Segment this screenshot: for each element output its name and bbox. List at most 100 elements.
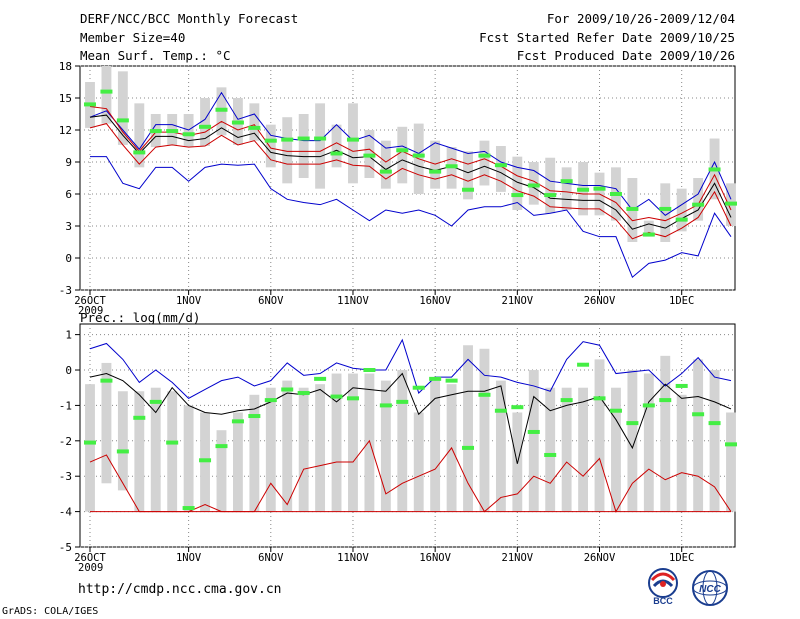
- ensemble-bar: [627, 370, 638, 512]
- ensemble-bar: [463, 151, 473, 200]
- x-tick-label: 16NOV: [419, 295, 451, 307]
- x-tick-label: 6NOV: [258, 295, 284, 307]
- ensemble-bar: [348, 103, 358, 184]
- ensemble-bar: [676, 394, 687, 512]
- observed-marker: [626, 206, 639, 211]
- x-tick-label: 26NOV: [584, 295, 616, 307]
- observed-marker: [314, 136, 327, 141]
- max-line: [89, 338, 732, 399]
- observed-marker: [478, 392, 491, 397]
- ensemble-bar: [545, 387, 556, 512]
- observed-marker: [494, 163, 507, 168]
- ensemble-bar: [364, 373, 375, 512]
- y-tick-label: 18: [59, 60, 72, 73]
- ensemble-bar: [380, 380, 391, 512]
- y-tick-label: 6: [65, 188, 72, 201]
- mean-line: [89, 114, 732, 230]
- y-tick-label: 1: [65, 329, 72, 342]
- observed-marker: [149, 399, 162, 404]
- ensemble-bar: [660, 183, 671, 242]
- observed-marker: [511, 193, 524, 198]
- variable-label: Mean Surf. Temp.: °C: [80, 48, 231, 63]
- y-tick-label: -5: [59, 541, 72, 554]
- ensemble-bar: [298, 114, 309, 178]
- observed-marker: [544, 193, 557, 198]
- precipitation-panel: -5 -4 -3 -2 -1 0 1 26OCT 1NOV 6NOV 11NOV 16NOV 21NOV…: [59, 323, 737, 574]
- ensemble-bar: [430, 380, 441, 512]
- observed-marker: [544, 452, 557, 457]
- ensemble-bar: [528, 370, 539, 512]
- observed-marker: [445, 164, 458, 169]
- upper-quartile-line: [89, 106, 732, 222]
- observed-marker: [379, 403, 392, 408]
- ensemble-bar: [545, 157, 556, 214]
- ensemble-bar: [117, 71, 128, 145]
- observed-marker: [642, 403, 655, 408]
- observed-marker: [642, 232, 655, 237]
- x-tick-label: 1NOV: [176, 295, 202, 307]
- ensemble-bar: [479, 348, 490, 512]
- ensemble-bar: [578, 387, 589, 512]
- member-size-label: Member Size=40: [80, 30, 186, 45]
- observed-marker: [527, 429, 540, 434]
- plot-frame: [79, 65, 736, 291]
- ensemble-bar: [315, 103, 326, 189]
- mean-line: [89, 372, 732, 464]
- observed-marker: [133, 415, 146, 420]
- ensemble-bar: [282, 117, 293, 184]
- x-tick-label: 26OCT: [74, 552, 106, 564]
- max-line: [89, 91, 732, 216]
- observed-marker: [577, 187, 590, 192]
- ensemble-bar: [134, 391, 145, 512]
- observed-marker: [659, 398, 672, 403]
- observed-marker: [346, 396, 359, 401]
- observed-marker: [330, 394, 343, 399]
- observed-marker: [182, 132, 195, 137]
- observed-marker: [609, 192, 622, 196]
- ensemble-bar: [413, 412, 424, 512]
- observed-marker: [675, 217, 688, 222]
- ensemble-bar: [561, 387, 572, 512]
- year-label: 2009: [78, 305, 103, 317]
- y-tick-label: -2: [59, 435, 72, 448]
- observed-marker: [560, 179, 573, 184]
- ensemble-bar: [200, 98, 210, 146]
- ensemble-bar: [726, 412, 736, 512]
- observed-marker: [166, 129, 179, 134]
- observed-marker: [100, 89, 113, 94]
- observed-marker: [708, 421, 721, 426]
- ensemble-bar: [528, 162, 539, 205]
- observed-marker: [264, 398, 277, 403]
- observed-marker: [396, 399, 409, 404]
- ensemble-bar: [331, 124, 342, 168]
- ensemble-bar: [101, 66, 112, 124]
- y-tick-label: 0: [65, 252, 72, 265]
- ensemble-bar: [85, 384, 95, 512]
- observed-marker: [692, 412, 705, 417]
- observed-marker: [593, 396, 606, 401]
- observed-marker: [675, 383, 688, 388]
- observed-marker: [429, 169, 442, 174]
- precip-label: Prec.: log(mm/d): [80, 310, 201, 325]
- y-tick-label: -3: [59, 284, 72, 297]
- ensemble-bar: [380, 140, 391, 189]
- source-url[interactable]: http://cmdp.ncc.cma.gov.cn: [78, 582, 282, 597]
- observed-marker: [314, 376, 327, 381]
- ensemble-bar: [265, 387, 276, 512]
- observed-marker: [199, 458, 212, 463]
- observed-marker: [116, 449, 129, 454]
- ensemble-bar: [479, 140, 490, 186]
- observed-marker: [396, 148, 409, 153]
- y-tick-label: 15: [59, 92, 72, 105]
- ensemble-bar: [101, 362, 112, 484]
- observed-marker: [626, 421, 639, 426]
- observed-marker: [330, 151, 343, 156]
- y-tick-label: 9: [65, 156, 72, 169]
- observed-marker: [100, 378, 113, 383]
- ensemble-bar: [282, 380, 293, 512]
- observed-marker: [215, 107, 228, 112]
- x-tick-label: 11NOV: [337, 295, 369, 307]
- ncc-logo-text: NCC: [699, 584, 721, 595]
- ensemble-bar: [298, 387, 309, 512]
- ensemble-bar: [216, 430, 227, 512]
